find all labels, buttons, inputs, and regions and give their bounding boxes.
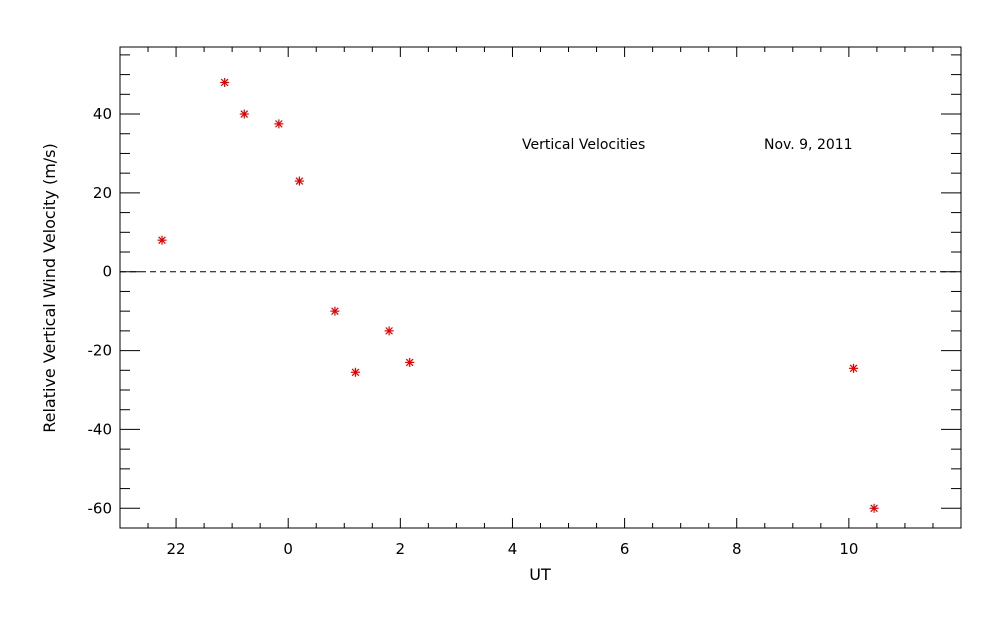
annotation-title: Vertical Velocities xyxy=(522,137,645,153)
x-tick-label: 4 xyxy=(508,540,518,558)
y-tick-label: 40 xyxy=(93,105,112,123)
data-points xyxy=(157,77,879,513)
x-tick-label: 10 xyxy=(839,540,858,558)
x-axis-label: UT xyxy=(529,565,551,584)
data-point xyxy=(239,109,249,119)
data-point xyxy=(405,357,415,367)
x-tick-label: 0 xyxy=(283,540,293,558)
tick-labels: 22 0 2 4 6 8 10 40 20 0 -20 -40 -60 xyxy=(88,105,859,558)
data-point xyxy=(274,119,284,129)
plot-frame xyxy=(119,46,962,529)
data-point xyxy=(350,367,360,377)
x-tick-label: 22 xyxy=(167,540,186,558)
annotation-date: Nov. 9, 2011 xyxy=(764,137,853,153)
x-tick-label: 8 xyxy=(732,540,742,558)
data-point xyxy=(869,503,879,513)
x-tick-label: 2 xyxy=(396,540,406,558)
y-tick-label: 0 xyxy=(102,263,112,281)
data-point xyxy=(330,306,340,316)
x-tick-label: 6 xyxy=(620,540,630,558)
data-point xyxy=(157,235,167,245)
y-tick-label: 20 xyxy=(93,184,112,202)
data-point xyxy=(384,326,394,336)
y-tick-label: -60 xyxy=(88,499,113,517)
axis-ticks xyxy=(120,47,961,528)
y-tick-label: -40 xyxy=(88,420,113,438)
y-tick-label: -20 xyxy=(88,342,113,360)
y-axis-label: Relative Vertical Wind Velocity (m/s) xyxy=(40,143,59,433)
data-point xyxy=(220,77,230,87)
data-point xyxy=(294,176,304,186)
data-point xyxy=(849,363,859,373)
